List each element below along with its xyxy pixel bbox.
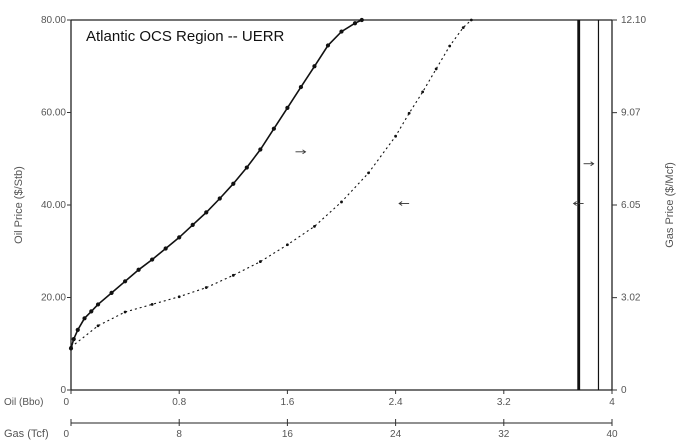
oil-curve-point <box>89 309 94 314</box>
gas-curve-point <box>469 18 473 22</box>
gas-curve-point <box>367 171 370 175</box>
right-axis-tick-label: 3.02 <box>621 293 641 304</box>
right-axis-title: Gas Price ($/Mcf) <box>664 162 676 248</box>
gas-curve-point <box>177 295 181 299</box>
oil-curve-point <box>136 267 141 272</box>
oil-curve-point <box>163 246 168 251</box>
chart-title: Atlantic OCS Region -- UERR <box>86 28 285 45</box>
oil-curve-point <box>123 279 128 284</box>
oil-curve-point <box>204 210 209 215</box>
gas-curve-point <box>407 111 411 115</box>
gas-curve-point <box>461 26 465 30</box>
gas-curve-point <box>231 273 235 277</box>
x-axis-oil-tick-label: 0.8 <box>172 397 186 408</box>
oil-curve-point <box>177 235 182 240</box>
left-axis-tick-label: 40.00 <box>41 200 66 211</box>
left-axis-tick-label: 80.00 <box>41 15 66 26</box>
x-axis-oil-tick-label: 0 <box>63 397 69 408</box>
oil-curve-point <box>312 64 317 69</box>
x-axis-gas-tick-label: 40 <box>606 429 618 440</box>
x-axis-oil-tick-label: 4 <box>609 397 615 408</box>
left-axis-tick-label: 60.00 <box>41 108 66 119</box>
oil-curve-point <box>150 257 155 262</box>
x-axis-gas-tick-label: 16 <box>282 429 294 440</box>
oil-curve-point <box>217 196 222 201</box>
x-axis-gas-title: Gas (Tcf) <box>4 428 49 440</box>
oil-curve-point <box>109 290 114 295</box>
oil-curve-point <box>190 222 195 227</box>
gas-curve-point <box>204 286 208 289</box>
gas-curve-point <box>258 260 262 263</box>
oil-curve-point <box>75 327 80 332</box>
axis-direction-arrowhead <box>398 201 403 206</box>
oil-curve-line <box>70 19 363 349</box>
oil-curve-point <box>244 165 249 170</box>
axis-direction-arrowhead <box>572 201 577 206</box>
gas-curve-line <box>70 19 472 348</box>
oil-curve-point <box>325 43 331 48</box>
oil-curve-point <box>258 147 263 152</box>
gas-curve-point <box>340 200 343 204</box>
x-axis-gas-tick-label: 32 <box>498 429 510 440</box>
right-axis-tick-label: 6.05 <box>621 200 641 211</box>
gas-curve-point <box>150 302 154 306</box>
gas-curve-point <box>69 345 73 349</box>
gas-curve-point <box>434 67 438 71</box>
x-axis-gas-tick-label: 0 <box>63 429 69 440</box>
plot-area: 0 20.00 40.00 60.00 80.00 0 3.02 6.05 9.07 12.10 0… <box>4 15 676 440</box>
x-axis-oil-tick-label: 1.6 <box>280 397 294 408</box>
gas-curve-point <box>421 90 425 94</box>
gas-curve-point <box>394 134 397 138</box>
x-axis-oil-title: Oil (Bbo) <box>4 397 43 408</box>
oil-curve-point <box>82 316 87 321</box>
x-axis-gas-tick-label: 24 <box>390 429 402 440</box>
oil-curve-point <box>285 105 290 110</box>
gas-curve-point <box>313 225 316 228</box>
oil-curve-point <box>359 17 364 23</box>
axis-direction-arrowhead <box>590 161 595 167</box>
oil-curve-point <box>71 337 76 342</box>
oil-curve-point <box>339 29 344 34</box>
left-axis-tick-label: 0 <box>60 385 66 396</box>
oil-curve-point <box>95 302 101 307</box>
left-axis-title: Oil Price ($/Stb) <box>13 166 25 244</box>
x-axis-oil-tick-label: 2.4 <box>389 397 403 408</box>
x-axis-oil-tick-label: 3.2 <box>497 397 511 408</box>
right-axis-tick-label: 9.07 <box>621 108 641 119</box>
gas-curve-point <box>286 243 289 247</box>
x-axis-gas-tick-label: 8 <box>176 429 182 440</box>
oil-curve-point <box>298 84 304 90</box>
oil-curve-point <box>271 126 276 131</box>
oil-curve-point <box>352 21 358 26</box>
left-axis-tick-label: 20.00 <box>41 293 66 304</box>
right-axis-tick-label: 0 <box>621 385 627 396</box>
gas-curve-point <box>96 324 100 328</box>
oil-curve-point <box>231 181 236 186</box>
gas-curve-point <box>448 44 452 48</box>
right-axis-tick-label: 12.10 <box>621 15 646 26</box>
axis-direction-arrowhead <box>302 149 307 155</box>
gas-curve-point <box>123 310 127 314</box>
